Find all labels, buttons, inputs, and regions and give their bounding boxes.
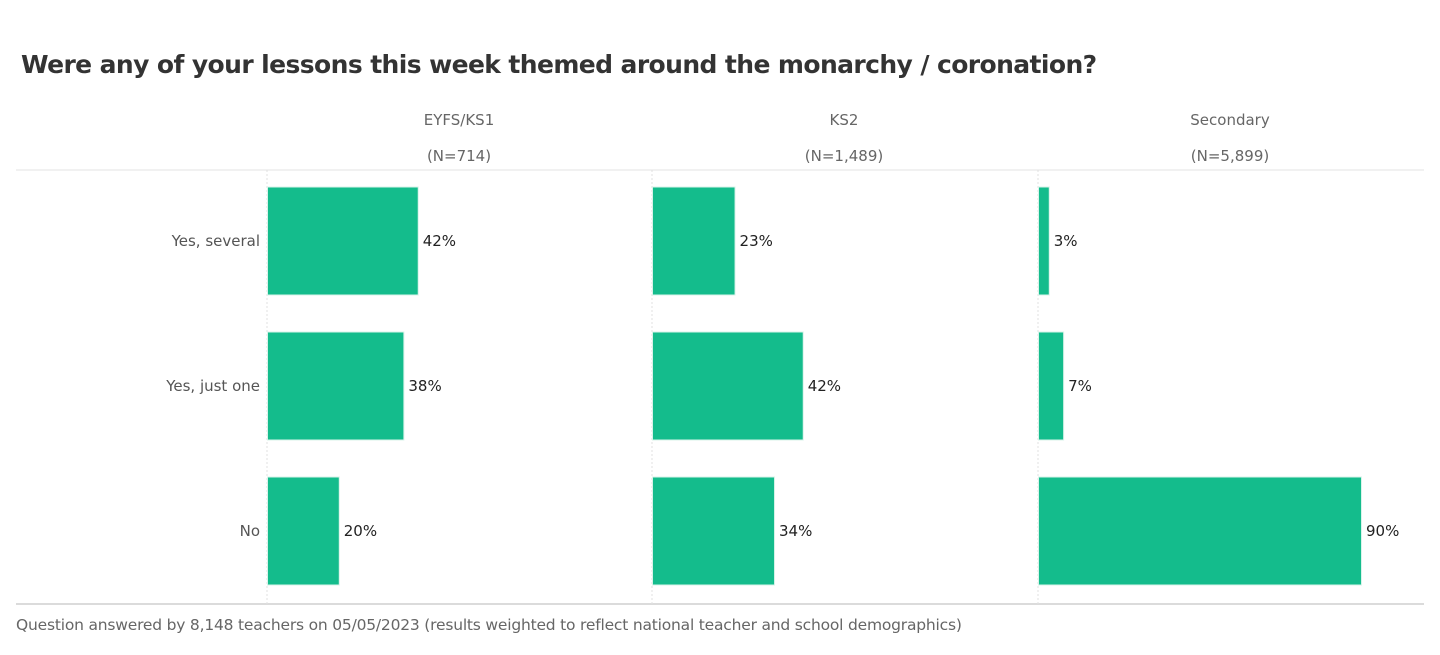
bar-value-label: 3% bbox=[1054, 232, 1078, 250]
bar bbox=[1038, 476, 1362, 586]
panel-header: EYFS/KS1 bbox=[424, 111, 494, 129]
panel-sample-size: (N=5,899) bbox=[1191, 147, 1269, 165]
panel-header: Secondary bbox=[1190, 111, 1270, 129]
bar bbox=[652, 476, 776, 586]
bar bbox=[267, 186, 419, 296]
bar bbox=[267, 476, 340, 586]
bar-value-label: 42% bbox=[808, 377, 841, 395]
bar-value-label: 20% bbox=[344, 522, 377, 540]
bar bbox=[1038, 331, 1065, 441]
bar bbox=[1038, 186, 1050, 296]
bar bbox=[652, 331, 804, 441]
chart-title: Were any of your lessons this week theme… bbox=[21, 50, 1097, 79]
bar-value-label: 23% bbox=[740, 232, 773, 250]
category-label: Yes, several bbox=[171, 232, 260, 250]
bar-value-label: 7% bbox=[1068, 377, 1092, 395]
bar-value-label: 42% bbox=[423, 232, 456, 250]
bar-value-label: 34% bbox=[779, 522, 812, 540]
panel-sample-size: (N=1,489) bbox=[805, 147, 883, 165]
bar-value-label: 90% bbox=[1366, 522, 1399, 540]
category-label: No bbox=[240, 522, 260, 540]
bar-value-label: 38% bbox=[408, 377, 441, 395]
panel-header: KS2 bbox=[830, 111, 859, 129]
chart-footnote: Question answered by 8,148 teachers on 0… bbox=[16, 616, 962, 634]
category-label: Yes, just one bbox=[165, 377, 260, 395]
bar bbox=[652, 186, 736, 296]
bar bbox=[267, 331, 405, 441]
panel-sample-size: (N=714) bbox=[427, 147, 491, 165]
